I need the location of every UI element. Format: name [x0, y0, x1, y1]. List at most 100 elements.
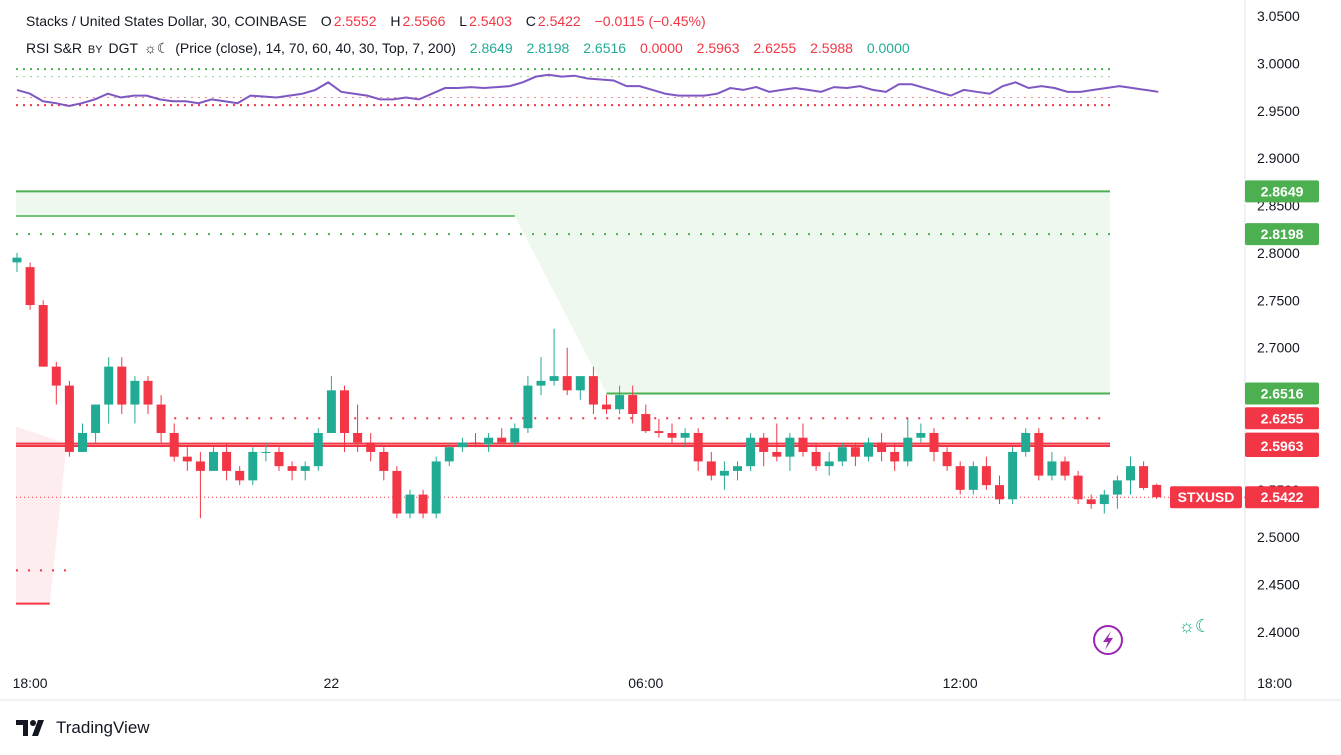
candle-body [182, 456, 192, 462]
candle-body [811, 451, 821, 467]
candle-body [981, 466, 991, 486]
indicator-icon: ☼☾ [143, 40, 170, 56]
candle-body [942, 451, 952, 467]
candle-body [693, 432, 703, 462]
candle-body [130, 380, 140, 405]
candle-body [575, 376, 585, 391]
candle-body [903, 437, 913, 462]
y-tick-label: 2.4500 [1257, 577, 1300, 593]
candle-body [1152, 484, 1162, 498]
indicator-value-4: 0.0000 [639, 40, 683, 56]
candle-body [379, 451, 389, 471]
x-tick-label: 18:00 [13, 675, 48, 691]
level-price-tag-bg [1245, 180, 1319, 203]
candle-body [1060, 461, 1070, 476]
candle-body [1021, 432, 1031, 452]
candle-body [156, 404, 166, 433]
y-tick-label: 2.4000 [1257, 624, 1300, 640]
y-tick-label: 2.9500 [1257, 103, 1300, 119]
level-price-tag: 2.8198 [1261, 226, 1304, 242]
change-value: −0.0115 (−0.45%) [594, 13, 706, 29]
candle-body [1112, 480, 1122, 495]
candle-body [418, 494, 428, 514]
y-tick-label: 2.7500 [1257, 292, 1300, 308]
low-label: L [459, 13, 468, 29]
candle-body [117, 366, 127, 405]
indicator-value-7: 2.5988 [810, 40, 853, 56]
candle-body [431, 461, 441, 514]
candle-body [995, 485, 1004, 500]
last-price-tag: 2.5422 [1261, 489, 1304, 505]
candle-body [274, 451, 284, 467]
candle-body [12, 257, 22, 263]
low-value: 2.5403 [469, 13, 512, 29]
indicator-author: DGT [108, 40, 139, 56]
candle-body [261, 451, 271, 453]
level-price-tag-bg [1245, 223, 1319, 246]
candle-body [628, 395, 638, 415]
candle-body [38, 305, 48, 367]
candle-body [654, 431, 664, 433]
candle-body [798, 437, 808, 452]
candle-body [25, 267, 35, 306]
candle-body [471, 442, 480, 445]
candle-body [1034, 432, 1044, 476]
candle-body [1086, 499, 1096, 505]
candle-body [1099, 494, 1109, 505]
tradingview-logo[interactable]: TradingView [16, 718, 150, 738]
indicator-value-1: 2.8649 [469, 40, 513, 56]
candle-body [759, 437, 769, 452]
candle-body [968, 466, 978, 490]
candle-body [340, 390, 349, 433]
candle-body [615, 395, 625, 410]
candle-body [195, 461, 205, 471]
candle-body [837, 447, 847, 462]
last-price-tag-bg [1245, 486, 1319, 509]
resistance-zone [16, 191, 1110, 394]
sun-moon-icon[interactable]: ☼☾ [1178, 616, 1211, 636]
candle-body [864, 442, 873, 457]
indicator-by: BY [87, 44, 103, 56]
candle-body [444, 447, 454, 462]
candle-body [222, 451, 232, 471]
candle-body [955, 466, 965, 490]
candle-body [51, 366, 61, 386]
indicator-value-3: 2.6516 [583, 40, 627, 56]
candle-body [588, 376, 598, 405]
level-price-tag: 2.6516 [1261, 386, 1304, 402]
indicator-params: (Price (close), 14, 70, 60, 40, 30, Top,… [175, 40, 456, 56]
candle-body [1047, 461, 1057, 476]
candle-body [209, 451, 218, 471]
indicator-value-6: 2.6255 [753, 40, 797, 56]
y-tick-label: 3.0000 [1257, 55, 1300, 71]
level-price-tag: 2.8649 [1261, 183, 1304, 199]
candle-body [366, 442, 376, 452]
candle-body [536, 380, 546, 386]
tradingview-logo-icon [16, 720, 44, 736]
candle-body [326, 390, 336, 433]
y-tick-label: 2.7000 [1257, 340, 1300, 356]
candle-body [300, 466, 310, 471]
candle-body [248, 451, 258, 481]
candle-body [235, 470, 245, 481]
x-tick-label: 22 [324, 675, 340, 691]
close-value: 2.5422 [537, 13, 581, 29]
candle-body [667, 432, 677, 438]
level-price-tag-bg [1245, 407, 1319, 430]
close-label: C [525, 13, 536, 29]
brand-name: TradingView [56, 718, 150, 737]
indicator-legend[interactable]: RSI S&R BY DGT ☼☾ (Price (close), 14, 70… [26, 40, 912, 57]
level-price-tag-bg [1245, 382, 1319, 405]
candle-body [64, 385, 74, 452]
candle-body [457, 442, 467, 448]
candle-body [746, 437, 756, 467]
symbol-tag: STXUSD [1178, 489, 1235, 505]
level-price-tag: 2.6255 [1261, 410, 1304, 426]
candle-body [497, 437, 507, 443]
replay-lightning-icon[interactable] [1093, 625, 1123, 655]
x-tick-label: 06:00 [628, 675, 663, 691]
indicator-name: RSI S&R [26, 40, 83, 56]
candle-body [353, 432, 363, 443]
x-tick-label: 12:00 [943, 675, 978, 691]
